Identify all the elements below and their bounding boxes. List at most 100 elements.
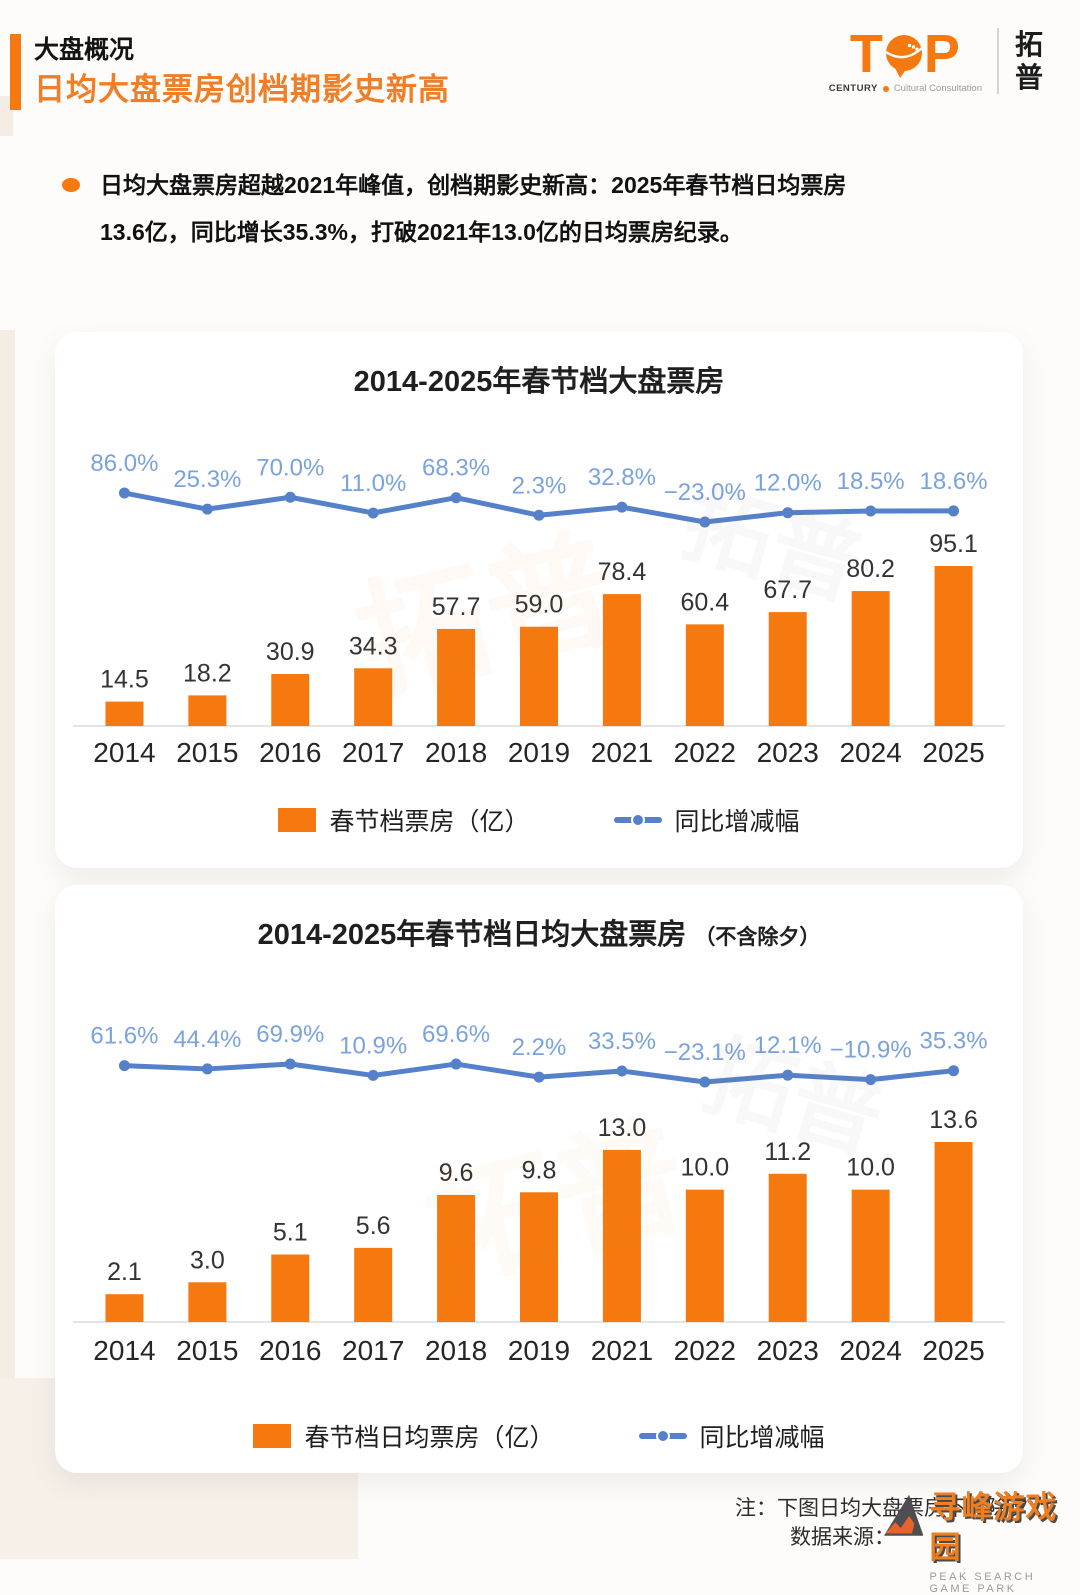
- pct-label: 2.3%: [512, 472, 567, 499]
- legend-bar-label: 春节档日均票房（亿）: [304, 1424, 555, 1452]
- bar-value-label: 18.2: [183, 659, 232, 687]
- bar-value-label: 60.4: [680, 588, 729, 616]
- bar: [520, 1192, 558, 1322]
- legend-line-label: 同比增减幅: [699, 1424, 825, 1452]
- year-label: 2015: [176, 737, 238, 768]
- pct-label: 33.5%: [588, 1028, 656, 1055]
- pct-label: 2.2%: [512, 1034, 567, 1061]
- line-dot: [367, 1069, 379, 1081]
- legend-item-bar-series: 春节档日均票房（亿）: [253, 1418, 555, 1454]
- bar: [685, 1189, 724, 1322]
- bar-value-label: 2.1: [107, 1258, 142, 1286]
- footer-note: 注：下图日均大盘票房不含除夕: [735, 1497, 1029, 1520]
- line-dot: [450, 1058, 462, 1070]
- line-dot: [616, 501, 628, 513]
- year-label: 2014: [93, 1335, 155, 1366]
- line-dot: [284, 491, 296, 503]
- bullet-icon: [62, 178, 80, 192]
- bar-value-label: 57.7: [432, 593, 481, 621]
- year-label: 2017: [342, 1335, 404, 1366]
- year-label: 2016: [259, 737, 321, 768]
- year-label: 2025: [922, 737, 984, 768]
- bar: [105, 1294, 144, 1322]
- year-label: 2018: [425, 1335, 487, 1366]
- brand-logo: T P CENTURY Cultural Consultation 拓普: [829, 27, 1044, 94]
- line-dot: [865, 1074, 877, 1086]
- year-label: 2015: [176, 1335, 238, 1366]
- pct-label: 69.6%: [422, 1021, 490, 1048]
- pct-label: 61.6%: [90, 1023, 158, 1050]
- bar-value-label: 3.0: [190, 1246, 225, 1274]
- insight-line-1: 日均大盘票房超越2021年峰值，创档期影史新高：2025年春节档日均票房: [100, 172, 847, 198]
- watermark-logo: 寻峰游戏园 PEAK SEARCH GAME PARK: [884, 1488, 1080, 1595]
- pct-label: 18.6%: [920, 468, 988, 495]
- chart-title-2-suffix: （不含除夕）: [694, 926, 821, 949]
- combo-chart-daily-box-office: 2.1 2014 3.0 2015 5.1 2016 5.6 2017 9.6 2018 9.8 20…: [73, 1021, 1005, 1366]
- line-dot: [948, 1065, 960, 1077]
- brand-caption-text: Cultural Consultation: [893, 83, 982, 94]
- line-dot: [201, 503, 213, 515]
- bar-value-label: 30.9: [266, 638, 315, 666]
- line-dot: [533, 1071, 545, 1083]
- bar: [768, 1173, 807, 1322]
- bar-value-label: 13.6: [929, 1106, 978, 1134]
- line-dot: [284, 1058, 296, 1070]
- pct-label: 11.0%: [340, 470, 406, 497]
- bar: [188, 695, 227, 726]
- legend-item-line-series: 同比增减幅: [638, 1418, 825, 1454]
- line-dot: [118, 487, 130, 499]
- page-title: 日均大盘票房创档期影史新高: [34, 72, 450, 107]
- section-accent-bar: [10, 34, 21, 110]
- pct-label: 10.9%: [339, 1032, 407, 1059]
- line-dot: [699, 516, 711, 528]
- chart-title-2-main: 2014-2025年春节档日均大盘票房: [257, 919, 687, 951]
- chart-card-daily-box-office: 拓普 拓普 2014-2025年春节档日均大盘票房 （不含除夕） 2.12014…: [55, 885, 1023, 1473]
- bar: [105, 701, 144, 726]
- background-left-strip: [0, 330, 15, 1475]
- line-dot: [948, 505, 960, 517]
- watermark-text-block: 寻峰游戏园 PEAK SEARCH GAME PARK: [929, 1488, 1080, 1595]
- legend-item-line-series: 同比增减幅: [613, 802, 800, 838]
- pct-label: 68.3%: [422, 455, 490, 482]
- bar-value-label: 5.6: [356, 1212, 391, 1240]
- line-dot: [782, 507, 794, 519]
- bar: [685, 624, 724, 726]
- bar-value-label: 9.6: [439, 1159, 474, 1187]
- year-label: 2024: [839, 737, 901, 768]
- chart-card-total-box-office: 拓普 拓普 2014-2025年春节档大盘票房 14.5 2014 18.2 2015…: [55, 332, 1023, 868]
- bar: [354, 668, 393, 726]
- bar-value-label: 10.0: [846, 1154, 895, 1182]
- bar: [934, 566, 973, 726]
- bar-value-label: 9.8: [522, 1156, 557, 1184]
- year-label: 2023: [757, 737, 819, 768]
- brand-divider: [997, 28, 999, 94]
- year-label: 2019: [508, 737, 570, 768]
- bar: [602, 1149, 641, 1322]
- line-dot: [450, 492, 462, 504]
- pct-label: 69.9%: [256, 1021, 324, 1048]
- bar-value-label: 10.0: [680, 1154, 729, 1182]
- bar-value-label: 5.1: [273, 1219, 308, 1247]
- bar-value-label: 80.2: [846, 555, 895, 583]
- bar-value-label: 11.2: [764, 1138, 811, 1166]
- pct-label: 18.5%: [837, 468, 905, 495]
- year-label: 2022: [674, 737, 736, 768]
- legend-line-marker-icon: [613, 813, 662, 827]
- pct-label: 35.3%: [920, 1028, 988, 1055]
- bar: [271, 1254, 310, 1322]
- legend-line-label: 同比增减幅: [674, 808, 800, 836]
- bar-value-label: 67.7: [763, 576, 812, 604]
- bar-value-label: 34.3: [349, 632, 398, 660]
- combo-chart-total-box-office: 14.5 2014 18.2 2015 30.9 2016 34.3 2017 57.7 2018…: [73, 450, 1005, 768]
- line-dot: [782, 1069, 794, 1081]
- pct-label: −23.1%: [664, 1039, 746, 1066]
- pct-label: 12.1%: [754, 1032, 822, 1059]
- year-label: 2014: [93, 737, 155, 768]
- legend-item-bar-series: 春节档票房（亿）: [278, 802, 530, 838]
- line-dot: [699, 1076, 711, 1088]
- pct-label: 32.8%: [588, 464, 656, 491]
- year-label: 2017: [342, 737, 404, 768]
- key-insight: 日均大盘票房超越2021年峰值，创档期影史新高：2025年春节档日均票房 13.…: [100, 162, 1035, 256]
- bar: [188, 1282, 227, 1322]
- chart-title-2: 2014-2025年春节档日均大盘票房 （不含除夕）: [55, 913, 1023, 957]
